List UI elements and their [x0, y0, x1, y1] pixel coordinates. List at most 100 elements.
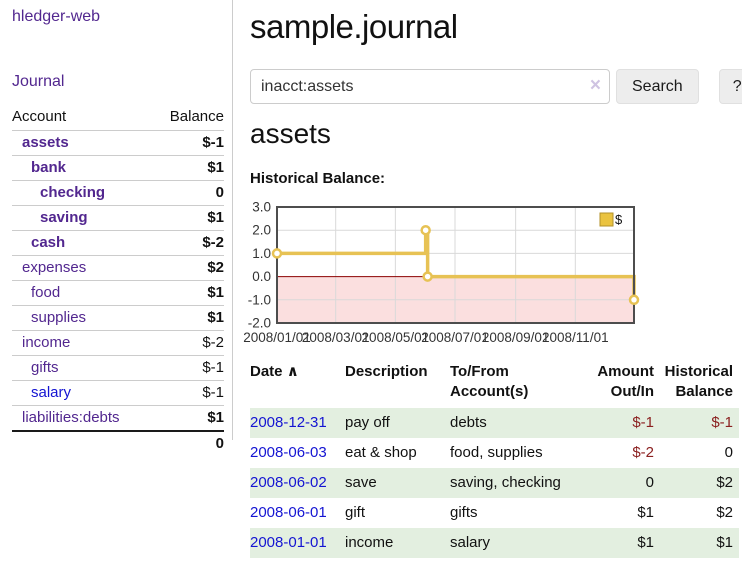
- help-button[interactable]: ?: [718, 69, 742, 104]
- data-point-marker: [271, 248, 283, 259]
- transaction-description: income: [345, 528, 450, 558]
- transaction-accounts: gifts: [450, 504, 478, 521]
- account-balance: $1: [152, 405, 224, 431]
- transaction-amount: $-2: [632, 444, 654, 461]
- account-link[interactable]: food: [31, 284, 61, 301]
- x-axis-tick-label: 2008/09/01: [482, 330, 550, 345]
- search-input[interactable]: [250, 69, 610, 104]
- account-row: salary $-1: [12, 380, 224, 406]
- transaction-balance: $2: [660, 468, 739, 498]
- transaction-balance: 0: [724, 444, 733, 461]
- account-balance: $2: [152, 255, 224, 281]
- account-link[interactable]: liabilities:debts: [22, 409, 120, 426]
- x-axis-tick-label: 2008/05/01: [362, 330, 430, 345]
- accounts-total-row: 0: [12, 430, 224, 456]
- account-balance: $-2: [152, 330, 224, 356]
- transaction-description: save: [345, 468, 450, 498]
- account-row: expenses $2: [12, 255, 224, 281]
- transaction-row[interactable]: 2008-06-01 gift gifts $1 $2: [250, 498, 739, 528]
- transaction-date-link[interactable]: 2008-06-01: [250, 504, 327, 521]
- account-link[interactable]: checking: [40, 184, 106, 201]
- transaction-row[interactable]: 2008-06-02 save saving, checking 0 $2: [250, 468, 739, 498]
- transaction-row[interactable]: 2008-12-31 pay off debts $-1 $-1: [250, 408, 739, 438]
- register-col-amount: Amount Out/In: [597, 363, 654, 400]
- transaction-description: eat & shop: [345, 444, 417, 461]
- transaction-date-link[interactable]: 2008-06-02: [250, 474, 327, 491]
- register-col-description: Description: [345, 363, 428, 380]
- account-balance: $-2: [152, 230, 224, 256]
- x-axis-tick-label: 2008/01/01: [243, 330, 311, 345]
- account-row: gifts $-1: [12, 355, 224, 381]
- account-row: saving $1: [12, 205, 224, 231]
- account-row: cash $-2: [12, 230, 224, 256]
- chart-heading: Historical Balance:: [250, 170, 386, 187]
- y-axis-tick-label: 0.0: [252, 269, 271, 284]
- account-link[interactable]: bank: [31, 159, 67, 176]
- y-axis-tick-label: -1.0: [248, 292, 271, 307]
- transaction-accounts: saving, checking: [450, 468, 580, 498]
- search-form: × Search ?: [250, 69, 742, 104]
- y-axis-tick-label: 1.0: [252, 246, 271, 261]
- plot-border: [276, 206, 635, 324]
- account-balance: $1: [152, 205, 224, 231]
- transaction-date-link[interactable]: 2008-06-03: [250, 444, 327, 461]
- accounts-table: Account Balance assets $-1 bank $1 checking 0…: [12, 105, 224, 456]
- y-axis-tick-label: 2.0: [252, 223, 271, 238]
- account-balance: $-1: [152, 130, 224, 156]
- x-axis-tick-label: 2008/11/01: [542, 330, 609, 345]
- search-button[interactable]: Search: [616, 69, 699, 104]
- transaction-amount: $1: [580, 528, 660, 558]
- account-balance: $1: [152, 305, 224, 331]
- x-axis-tick-label: 2008/07/01: [421, 330, 489, 345]
- account-link[interactable]: gifts: [31, 359, 59, 376]
- account-row: liabilities:debts $1: [12, 405, 224, 431]
- data-point-marker: [420, 224, 431, 236]
- account-balance: 0: [152, 180, 224, 206]
- accounts-total-value: 0: [152, 430, 224, 456]
- legend-swatch: [599, 212, 614, 227]
- account-row: checking 0: [12, 180, 224, 206]
- sort-asc-icon: ∧: [286, 363, 299, 380]
- data-point-marker: [422, 271, 433, 282]
- register-col-date[interactable]: Date ∧: [250, 363, 299, 380]
- transaction-balance: $1: [660, 528, 739, 558]
- sidebar: hledger-web Journal Account Balance asse…: [0, 0, 233, 456]
- account-link[interactable]: expenses: [22, 259, 87, 276]
- transaction-date-link[interactable]: 2008-12-31: [250, 414, 327, 431]
- accounts-col-balance: Balance: [169, 108, 224, 125]
- account-balance: $1: [152, 280, 224, 306]
- account-row: assets $-1: [12, 130, 224, 156]
- account-link[interactable]: saving: [40, 209, 88, 226]
- register-col-accounts: To/From Account(s): [450, 363, 529, 400]
- accounts-col-account: Account: [12, 108, 67, 125]
- account-balance: $1: [152, 155, 224, 181]
- transaction-date-link[interactable]: 2008-01-01: [250, 534, 327, 551]
- transaction-accounts: salary: [450, 528, 580, 558]
- transaction-balance: $-1: [660, 408, 739, 438]
- clear-search-icon[interactable]: ×: [589, 75, 601, 96]
- transaction-accounts: debts: [450, 408, 580, 438]
- account-balance: $-1: [152, 380, 224, 406]
- transaction-row[interactable]: 2008-06-03 eat & shop food, supplies $-2 0: [250, 438, 739, 468]
- account-link[interactable]: income: [22, 334, 71, 351]
- account-link[interactable]: supplies: [31, 309, 87, 326]
- app-title-link[interactable]: hledger-web: [12, 8, 101, 25]
- register-header-row: Date ∧ Description To/From Account(s) Amo…: [250, 360, 739, 408]
- account-row: income $-2: [12, 330, 224, 356]
- transaction-amount: 0: [580, 468, 660, 498]
- register-col-balance: Historical Balance: [664, 363, 733, 400]
- y-axis-tick-label: -2.0: [248, 316, 271, 331]
- account-row: supplies $1: [12, 305, 224, 331]
- sidebar-item-journal[interactable]: Journal: [12, 73, 65, 90]
- account-link[interactable]: salary: [31, 384, 72, 401]
- register-table: Date ∧ Description To/From Account(s) Amo…: [250, 360, 739, 558]
- transaction-amount: $1: [637, 504, 654, 521]
- account-link[interactable]: cash: [31, 234, 66, 251]
- account-link[interactable]: assets: [22, 134, 69, 151]
- search-box: ×: [250, 69, 610, 104]
- legend-label: $: [615, 212, 623, 227]
- transaction-row[interactable]: 2008-01-01 income salary $1 $1: [250, 528, 739, 558]
- y-axis-tick-label: 3.0: [252, 200, 271, 215]
- account-row: food $1: [12, 280, 224, 306]
